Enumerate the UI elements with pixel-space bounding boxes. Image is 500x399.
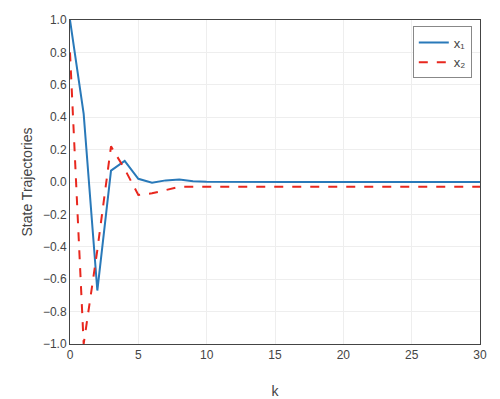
svg-text:5: 5 xyxy=(135,348,142,362)
svg-text:20: 20 xyxy=(337,348,351,362)
svg-text:0.8: 0.8 xyxy=(50,46,67,60)
svg-text:30: 30 xyxy=(473,348,487,362)
svg-text:x₂: x₂ xyxy=(454,55,466,70)
svg-text:State Trajectories: State Trajectories xyxy=(19,128,35,237)
svg-text:0: 0 xyxy=(67,348,74,362)
svg-text:10: 10 xyxy=(200,348,214,362)
svg-text:−0.4: −0.4 xyxy=(43,240,67,254)
svg-text:15: 15 xyxy=(268,348,282,362)
svg-text:0.2: 0.2 xyxy=(50,143,67,157)
svg-text:−0.2: −0.2 xyxy=(43,208,67,222)
svg-text:0.0: 0.0 xyxy=(50,175,67,189)
svg-text:0.6: 0.6 xyxy=(50,78,67,92)
svg-text:−1.0: −1.0 xyxy=(43,337,67,351)
svg-text:1.0: 1.0 xyxy=(50,13,67,27)
svg-text:−0.6: −0.6 xyxy=(43,272,67,286)
svg-text:k: k xyxy=(272,383,280,399)
svg-text:x₁: x₁ xyxy=(454,36,466,51)
svg-text:25: 25 xyxy=(405,348,419,362)
svg-text:0.4: 0.4 xyxy=(50,110,67,124)
svg-text:−0.8: −0.8 xyxy=(43,305,67,319)
